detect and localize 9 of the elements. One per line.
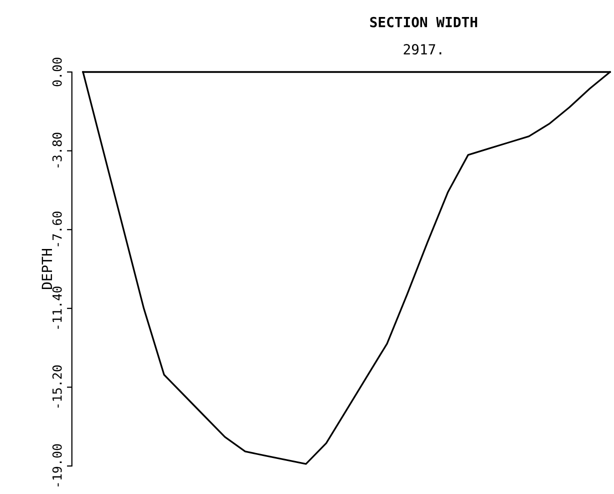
chart-subtitle: 2917. [404, 44, 442, 55]
y-tick-label: -7.60 [52, 212, 62, 246]
y-axis-title: DEPTH [42, 249, 52, 289]
y-tick-label: -11.40 [52, 286, 62, 329]
y-tick-label: -3.80 [52, 132, 62, 168]
y-tick-label: 0.00 [52, 58, 62, 86]
y-tick-label: -19.00 [52, 444, 62, 486]
chart-title: SECTION WIDTH [370, 16, 478, 28]
y-tick-label: -15.20 [52, 365, 62, 408]
